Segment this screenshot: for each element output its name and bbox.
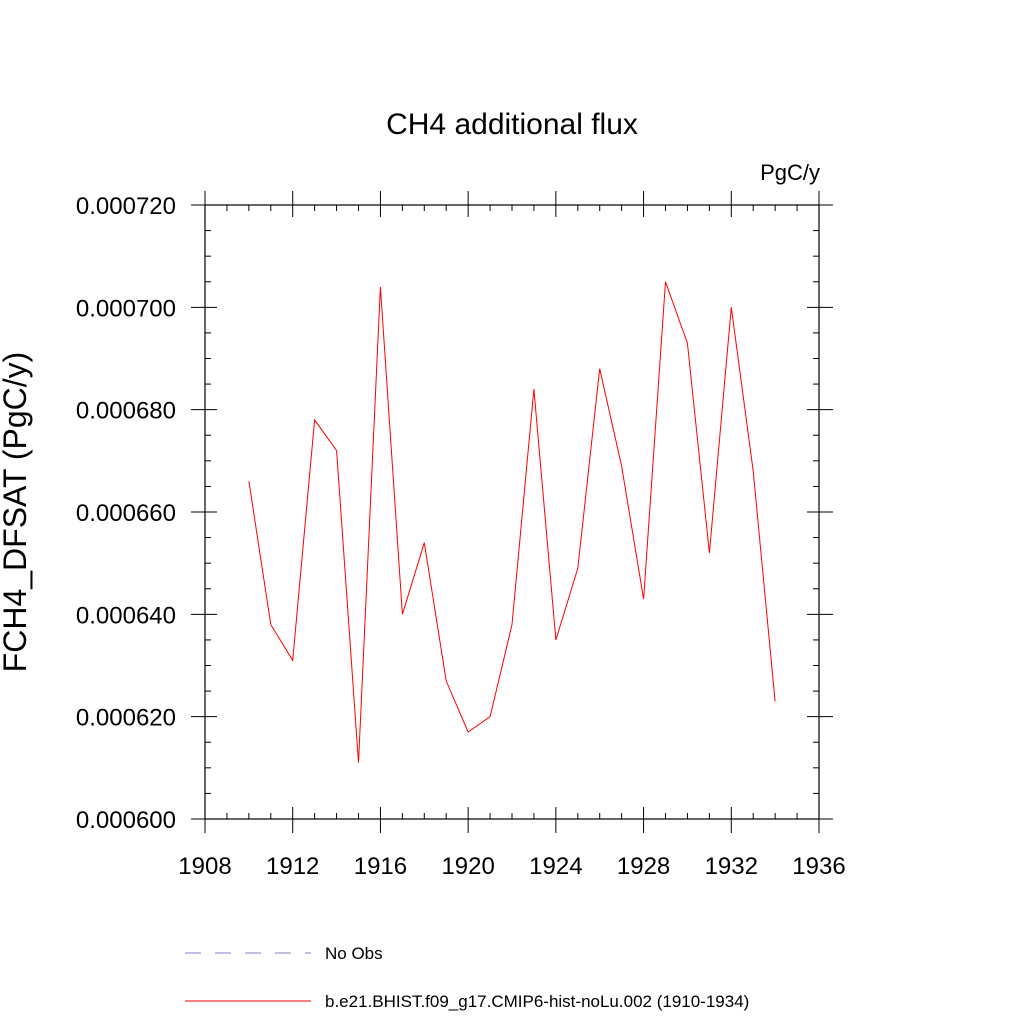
y-tick-label: 0.000720 bbox=[76, 193, 176, 220]
x-tick-label: 1924 bbox=[529, 853, 582, 880]
x-tick-labels: 1908 1912 1916 1920 1924 1928 1932 1936 bbox=[178, 853, 845, 880]
x-tick-label: 1916 bbox=[354, 853, 407, 880]
legend-label-no-obs: No Obs bbox=[325, 944, 383, 963]
y-tick-label: 0.000600 bbox=[76, 807, 176, 834]
y-tick-label: 0.000700 bbox=[76, 295, 176, 322]
x-tick-label: 1936 bbox=[792, 853, 845, 880]
y-tick-label: 0.000620 bbox=[76, 705, 176, 732]
x-tick-label: 1920 bbox=[441, 853, 494, 880]
plot-frame bbox=[204, 204, 820, 820]
series-line bbox=[248, 281, 776, 763]
x-tick-label: 1932 bbox=[705, 853, 758, 880]
x-tick-label: 1912 bbox=[266, 853, 319, 880]
axis-ticks bbox=[191, 191, 833, 833]
legend: No Obs b.e21.BHIST.f09_g17.CMIP6-hist-no… bbox=[185, 944, 749, 1011]
units-label: PgC/y bbox=[760, 160, 820, 185]
series-lines bbox=[248, 281, 776, 763]
y-tick-label: 0.000640 bbox=[76, 602, 176, 629]
y-axis-title: FCH4_DFSAT (PgC/y) bbox=[0, 352, 33, 673]
x-tick-label: 1928 bbox=[617, 853, 670, 880]
y-tick-labels: 0.000600 0.000620 0.000640 0.000660 0.000680… bbox=[76, 193, 176, 834]
x-tick-label: 1908 bbox=[178, 853, 231, 880]
legend-label-run: b.e21.BHIST.f09_g17.CMIP6-hist-noLu.002 … bbox=[325, 992, 749, 1011]
y-tick-label: 0.000660 bbox=[76, 500, 176, 527]
y-tick-label: 0.000680 bbox=[76, 398, 176, 425]
chart-title: CH4 additional flux bbox=[386, 108, 638, 141]
